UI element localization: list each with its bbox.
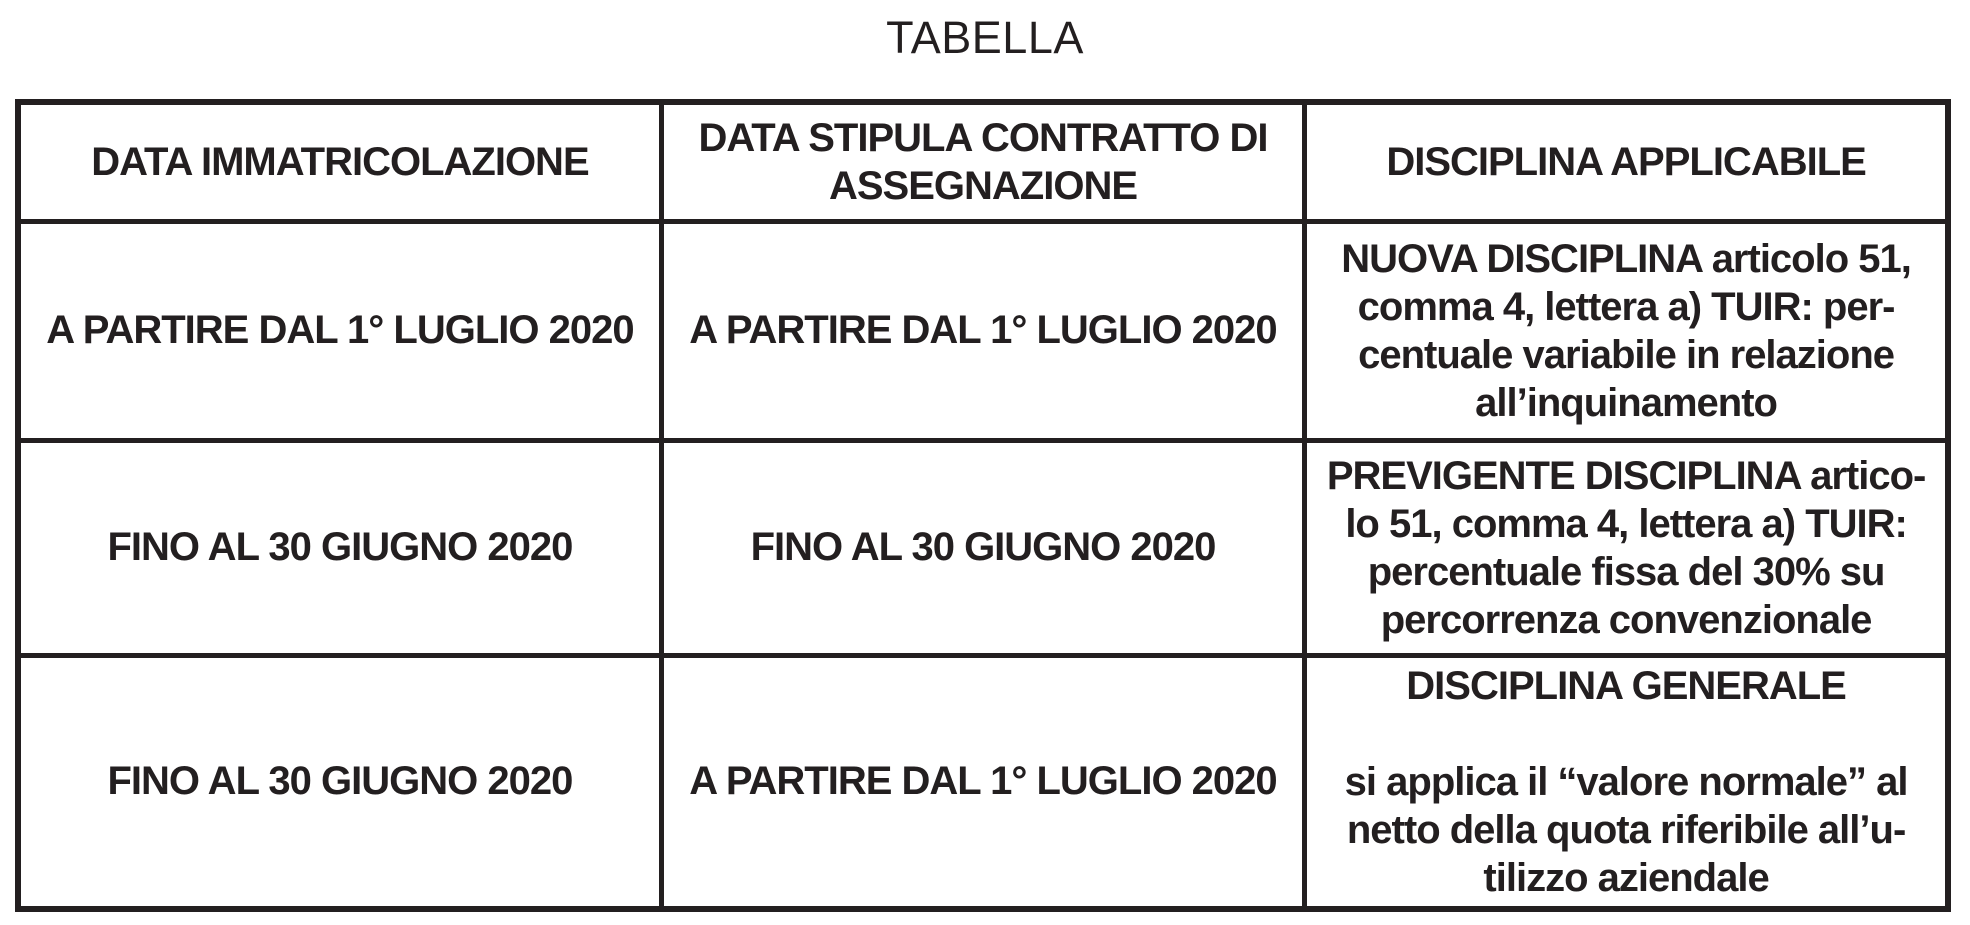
disciplina-table: DATA IMMATRICOLAZIONE DATA STIPULA CONTR… (15, 99, 1951, 912)
table-row: A PARTIRE DAL 1° LUGLIO 2020 A PARTIRE D… (15, 218, 1951, 443)
cell-row2-disciplina: PREVIGENTE DISCIPLINA artico- lo 51, com… (1302, 437, 1951, 658)
cell-row3-disciplina: DISCIPLINA GENERALE si applica il “valor… (1302, 652, 1951, 911)
column-header-data-stipula-contratto: DATA STIPULA CONTRATTO DI ASSEGNAZIONE (658, 99, 1308, 224)
cell-row3-stipula: A PARTIRE DAL 1° LUGLIO 2020 (658, 652, 1308, 911)
table-header-row: DATA IMMATRICOLAZIONE DATA STIPULA CONTR… (15, 99, 1951, 224)
cell-row2-stipula: FINO AL 30 GIUGNO 2020 (658, 437, 1308, 658)
cell-row1-immatricolazione: A PARTIRE DAL 1° LUGLIO 2020 (15, 218, 664, 443)
cell-row2-immatricolazione: FINO AL 30 GIUGNO 2020 (15, 437, 664, 658)
column-header-disciplina-applicabile: DISCIPLINA APPLICABILE (1302, 99, 1951, 224)
page-title: TABELLA (886, 12, 1084, 63)
column-header-data-immatricolazione: DATA IMMATRICOLAZIONE (15, 99, 664, 224)
table-row: FINO AL 30 GIUGNO 2020 FINO AL 30 GIUGNO… (15, 437, 1951, 658)
cell-row1-stipula: A PARTIRE DAL 1° LUGLIO 2020 (658, 218, 1308, 443)
cell-row3-immatricolazione: FINO AL 30 GIUGNO 2020 (15, 652, 664, 911)
cell-row1-disciplina: NUOVA DISCIPLINA articolo 51, comma 4, l… (1302, 218, 1951, 443)
table-row: FINO AL 30 GIUGNO 2020 A PARTIRE DAL 1° … (15, 652, 1951, 911)
